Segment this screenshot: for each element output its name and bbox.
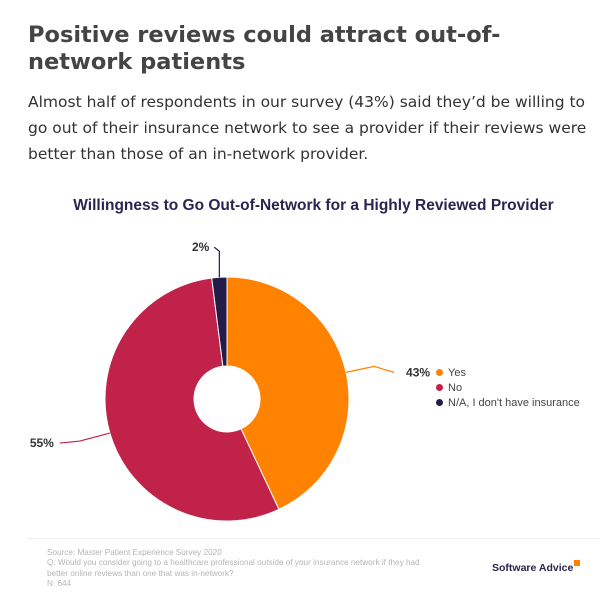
legend-label: Yes [448,366,466,379]
legend-label: No [448,381,463,394]
legend-item: N/A, I don't have insurance [436,395,580,410]
legend-label: N/A, I don't have insurance [448,396,580,409]
brand-mark-icon [574,560,581,566]
legend-swatch [436,384,443,391]
chart-title: Willingness to Go Out-of-Network for a H… [73,197,554,214]
pie-slice-yes [226,276,350,511]
pie-slice-no [104,277,280,522]
pie-chart: 43% 55% 2% [30,240,430,522]
footer-divider [28,538,599,539]
sample-size: N: 644 [47,579,72,589]
question-line: Q: Would you consider going to a healthc… [47,558,420,568]
source-line: Source: Master Patient Experience Survey… [47,548,222,557]
data-label: 43% [406,365,430,379]
chart-legend: Yes No N/A, I don't have insurance [436,365,580,410]
data-label-leader [213,246,220,278]
data-label: 55% [30,436,54,450]
legend-item: Yes [436,365,580,380]
intro-paragraph: Almost half of respondents in our survey… [28,93,587,163]
data-label-leader [345,365,395,373]
data-label: 2% [192,240,210,254]
pie-slice-n-a-i-don-t-have-insurance [211,276,228,367]
headline: Positive reviews could attract out-of-ne… [28,22,501,75]
data-label-leader [59,432,110,444]
brand-name: Software Advice [492,562,574,574]
source-note: Source: Master Patient Experience Survey… [47,548,467,590]
legend-swatch [436,369,443,376]
brand-logo: Software Advice [492,560,581,574]
legend-swatch [436,399,443,406]
legend-item: No [436,380,580,395]
question-line: better online reviews than one that was … [47,568,234,578]
chart-card: Willingness to Go Out-of-Network for a H… [28,180,599,600]
